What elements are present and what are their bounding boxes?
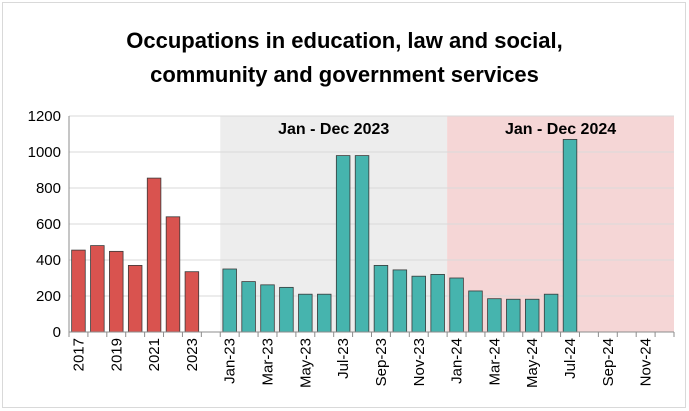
bar bbox=[335, 155, 351, 333]
bar bbox=[184, 271, 200, 333]
bar bbox=[279, 286, 294, 333]
x-tick-label: 2021 bbox=[146, 338, 163, 371]
x-tick-label: 2023 bbox=[184, 338, 201, 371]
y-tick-label: 1000 bbox=[28, 144, 61, 161]
x-tick-label: Jan-24 bbox=[449, 338, 466, 384]
x-tick-label: May-23 bbox=[297, 338, 314, 388]
bar bbox=[260, 284, 275, 333]
bar bbox=[222, 268, 237, 333]
region-label-2: Jan - Dec 2024 bbox=[505, 121, 616, 138]
y-tick-label: 600 bbox=[36, 216, 61, 233]
y-tick-label: 800 bbox=[36, 180, 61, 197]
bar bbox=[127, 264, 143, 333]
bar bbox=[354, 155, 370, 333]
bar bbox=[411, 275, 426, 333]
bar bbox=[543, 293, 559, 333]
x-tick-label: Mar-23 bbox=[260, 338, 277, 386]
bar bbox=[468, 290, 483, 333]
region-label-1: Jan - Dec 2023 bbox=[278, 121, 389, 138]
bar bbox=[506, 298, 521, 333]
x-tick-label: Jan-23 bbox=[222, 338, 239, 384]
x-tick-label: Jul-23 bbox=[335, 338, 352, 379]
bar bbox=[317, 293, 332, 333]
chart-title-line-2: community and government services bbox=[150, 62, 539, 87]
x-tick-label: Jul-24 bbox=[562, 338, 579, 379]
bar bbox=[524, 298, 540, 333]
x-tick-label: Sep-23 bbox=[373, 338, 390, 386]
x-tick-label: 2019 bbox=[108, 338, 125, 371]
bar bbox=[430, 273, 445, 333]
x-tick-label: Sep-24 bbox=[600, 338, 617, 386]
y-tick-label: 200 bbox=[36, 288, 61, 305]
x-tick-label: May-24 bbox=[524, 338, 541, 388]
bar bbox=[392, 269, 408, 333]
bar bbox=[241, 281, 256, 333]
bar bbox=[146, 177, 162, 333]
bar bbox=[449, 277, 464, 333]
y-tick-label: 1200 bbox=[28, 108, 61, 125]
x-tick-label: Nov-23 bbox=[411, 338, 428, 386]
bar bbox=[487, 298, 502, 333]
bar bbox=[90, 245, 105, 333]
bar bbox=[71, 249, 86, 333]
chart-title-line-1: Occupations in education, law and social… bbox=[126, 28, 563, 53]
y-tick-label: 0 bbox=[53, 324, 61, 341]
bar bbox=[109, 250, 124, 333]
bar bbox=[165, 216, 181, 333]
x-tick-label: 2017 bbox=[70, 338, 87, 371]
x-tick-label: Nov-24 bbox=[638, 338, 655, 386]
bar bbox=[562, 138, 578, 333]
x-tick-label: Mar-24 bbox=[486, 338, 503, 386]
bar bbox=[298, 293, 313, 333]
bar bbox=[373, 264, 389, 333]
y-tick-label: 400 bbox=[36, 252, 61, 269]
